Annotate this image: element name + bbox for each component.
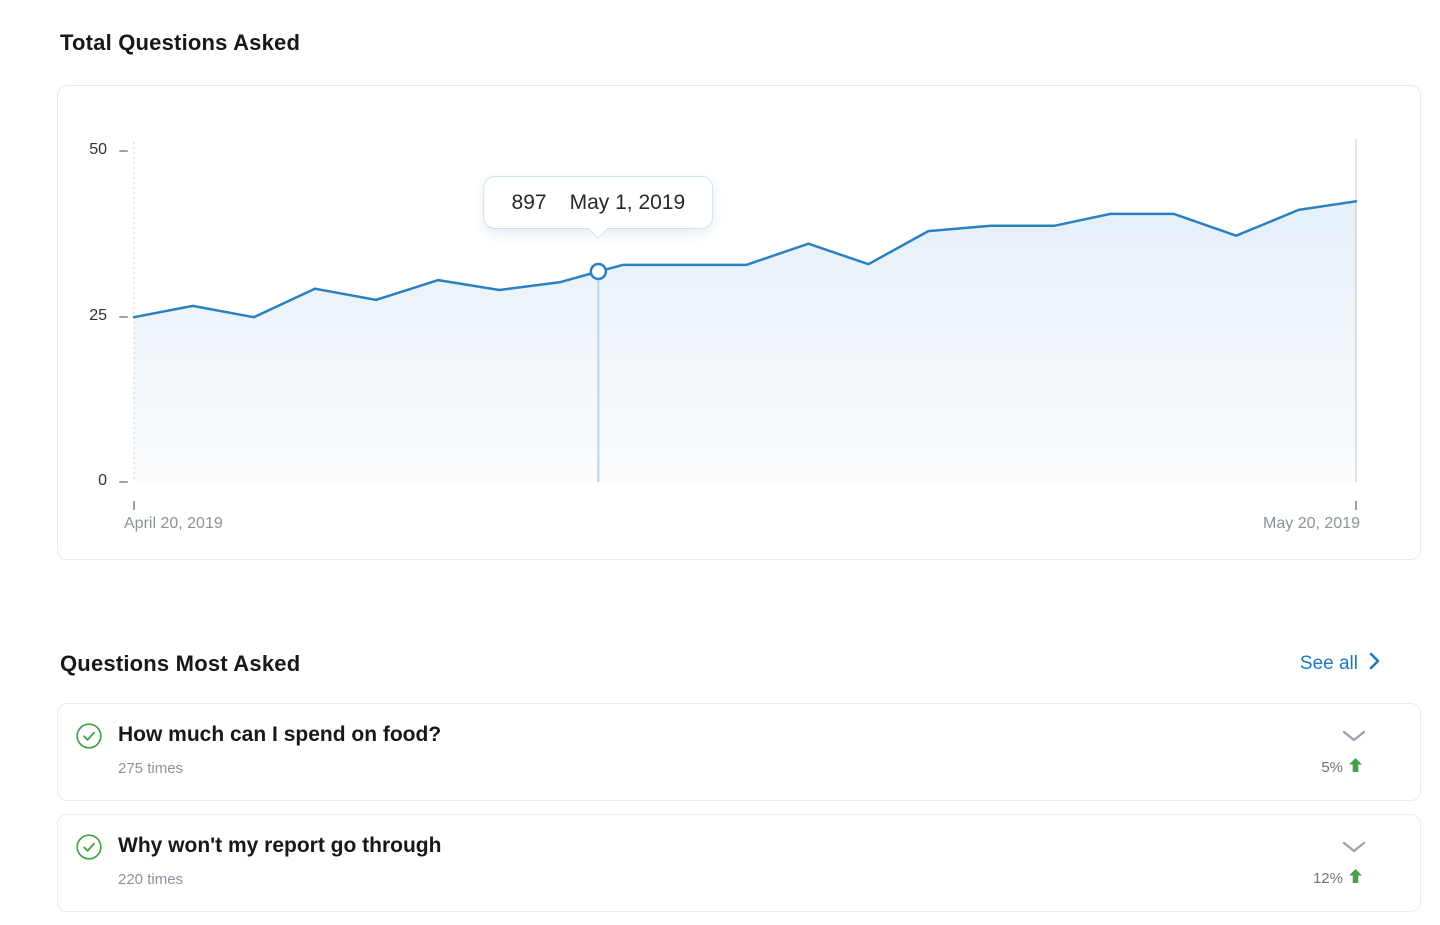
- see-all-label: See all: [1299, 653, 1358, 674]
- arrow-up-icon: [1349, 869, 1362, 887]
- y-axis-tick-mark: [119, 481, 128, 483]
- question-times: 275 times: [118, 760, 184, 777]
- question-text: Why won't my report go through: [118, 834, 442, 857]
- question-list-item: Why won't my report go through 220 times…: [57, 814, 1421, 912]
- y-axis-tick-mark: [119, 150, 128, 152]
- x-axis-tick-end: [1355, 501, 1357, 510]
- trend-indicator: 5%: [1321, 758, 1362, 776]
- y-axis-tick-label: 0: [98, 472, 107, 489]
- expand-chevron-down-button[interactable]: [1340, 839, 1368, 858]
- chart-tooltip: 897 May 1, 2019: [483, 176, 714, 239]
- trend-percent: 5%: [1321, 758, 1343, 776]
- chevron-right-icon: [1369, 652, 1380, 676]
- trend-indicator: 12%: [1313, 869, 1362, 887]
- question-list-item: How much can I spend on food? 275 times …: [57, 703, 1421, 801]
- tooltip-date: May 1, 2019: [569, 190, 686, 214]
- line-chart[interactable]: [58, 86, 1422, 561]
- chart-card: 0 25 50 April 20, 2019 May 20, 2019 897 Ma…: [57, 85, 1421, 560]
- question-text: How much can I spend on food?: [118, 723, 442, 746]
- page-title: Total Questions Asked: [60, 30, 301, 55]
- check-circle-icon: [76, 723, 102, 749]
- y-axis-tick-label: 25: [89, 306, 107, 324]
- expand-chevron-down-button[interactable]: [1340, 728, 1368, 747]
- y-axis-tick-label: 50: [89, 141, 107, 158]
- y-axis-tick-mark: [119, 315, 128, 318]
- arrow-up-icon: [1349, 758, 1362, 776]
- check-circle-icon: [76, 834, 102, 860]
- question-times: 220 times: [118, 871, 184, 888]
- questions-list: How much can I spend on food? 275 times …: [57, 703, 1421, 925]
- x-axis-label-start: April 20, 2019: [124, 515, 223, 532]
- x-axis-tick-start: [133, 501, 135, 510]
- questions-title: Questions Most Asked: [60, 651, 301, 676]
- tooltip-value: 897: [511, 190, 547, 214]
- x-axis-label-end: May 20, 2019: [1263, 515, 1360, 532]
- see-all-link[interactable]: See all: [1300, 652, 1380, 676]
- questions-header: Questions Most Asked See all: [60, 651, 1380, 677]
- trend-percent: 12%: [1312, 869, 1343, 887]
